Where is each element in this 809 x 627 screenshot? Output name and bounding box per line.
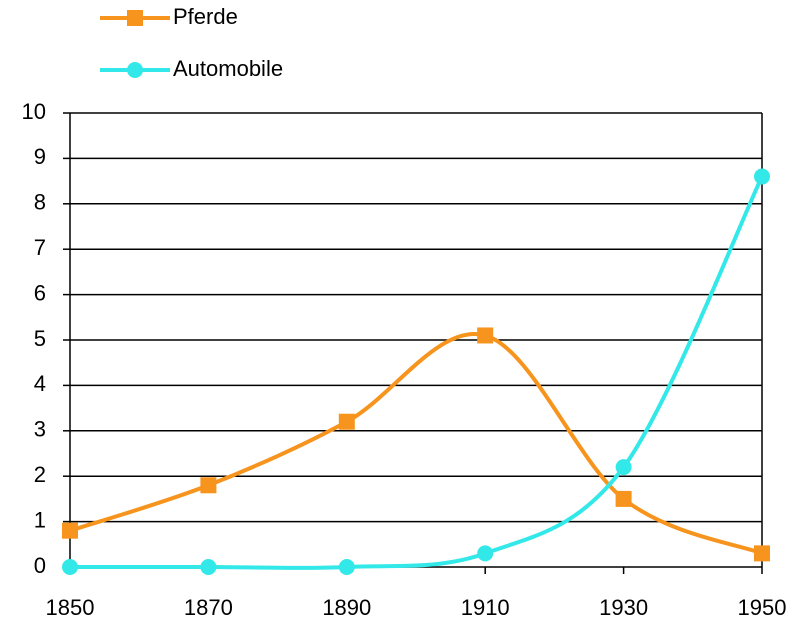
x-tick-label: 1930 <box>599 595 648 620</box>
y-tick-label: 5 <box>34 326 46 351</box>
y-tick-label: 9 <box>34 144 46 169</box>
y-tick-label: 3 <box>34 417 46 442</box>
y-tick-label: 4 <box>34 371 46 396</box>
x-tick-label: 1890 <box>322 595 371 620</box>
point <box>62 559 78 575</box>
y-tick-label: 6 <box>34 280 46 305</box>
point <box>477 327 494 344</box>
x-tick-label: 1950 <box>738 595 787 620</box>
point <box>200 477 217 494</box>
point <box>754 545 770 562</box>
point <box>754 168 770 185</box>
y-tick-label: 7 <box>34 235 46 260</box>
line <box>69 331 763 556</box>
legend-marker <box>127 10 143 26</box>
y-tick-label: 10 <box>22 99 46 124</box>
point <box>615 490 632 507</box>
point <box>338 559 355 575</box>
y-tick-label: 2 <box>34 462 46 487</box>
point <box>477 545 494 562</box>
point <box>200 559 217 575</box>
point <box>615 459 632 476</box>
y-tick-label: 1 <box>34 507 46 532</box>
point <box>338 413 355 430</box>
legend-label: Pferde <box>173 4 238 29</box>
x-tick-label: 1850 <box>46 595 95 620</box>
legend-label: Automobile <box>173 56 283 81</box>
x-tick-label: 1870 <box>184 595 233 620</box>
point <box>62 522 78 539</box>
y-tick-label: 8 <box>34 190 46 215</box>
line <box>70 175 764 571</box>
legend-marker <box>127 62 143 78</box>
x-tick-label: 1910 <box>461 595 510 620</box>
y-tick-label: 0 <box>34 553 46 578</box>
